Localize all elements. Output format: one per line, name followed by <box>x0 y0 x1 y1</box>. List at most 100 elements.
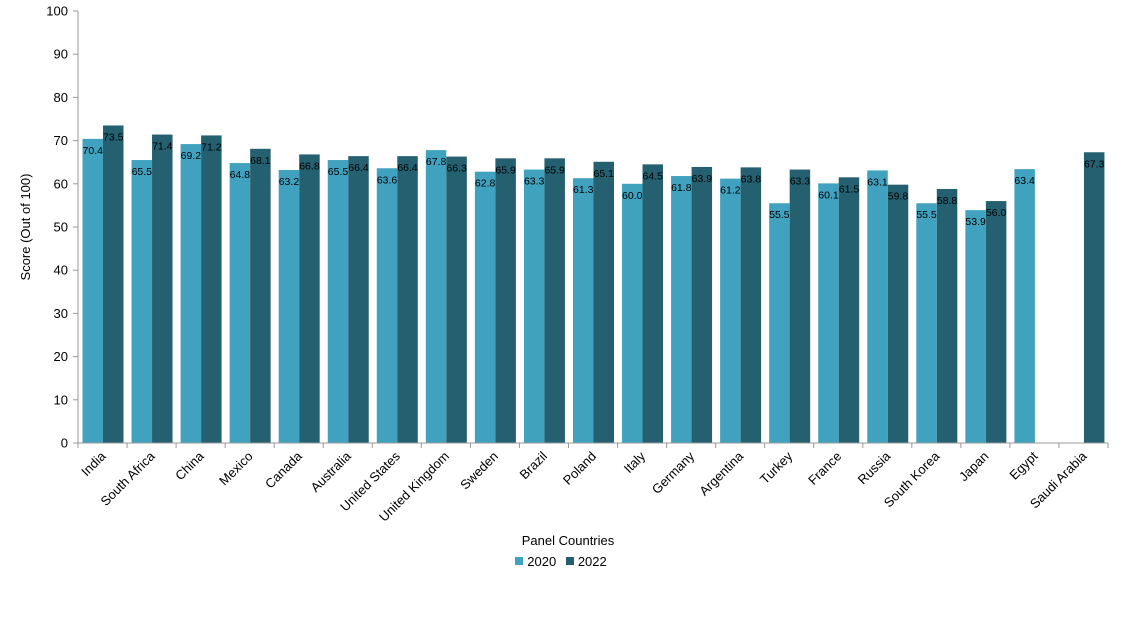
data-label-canada-2020: 63.2 <box>279 176 300 188</box>
data-label-mexico-2020: 64.8 <box>230 169 251 181</box>
x-tick-label-china: China <box>172 448 207 483</box>
data-label-france-2020: 60.1 <box>818 189 839 201</box>
y-tick-label-50: 50 <box>54 220 68 235</box>
bar-egypt-2020 <box>1014 169 1035 444</box>
x-tick-label-south-africa: South Africa <box>98 448 159 509</box>
bar-india-2022 <box>103 125 124 443</box>
legend-swatch-2020 <box>515 557 524 565</box>
y-tick-label-60: 60 <box>54 176 68 191</box>
data-label-brazil-2022: 65.9 <box>544 164 565 176</box>
bar-south-korea-2022 <box>936 188 958 443</box>
data-label-russia-2022: 59.8 <box>888 191 909 203</box>
bar-poland-2020 <box>572 178 594 443</box>
data-label-mexico-2022: 68.1 <box>250 155 271 167</box>
data-label-italy-2022: 64.5 <box>643 170 664 182</box>
data-label-saudi-arabia-2022: 67.3 <box>1084 158 1105 170</box>
bar-india-2020 <box>82 138 103 443</box>
data-label-south-korea-2022: 58.8 <box>937 195 958 207</box>
bar-sweden-2022 <box>495 158 516 443</box>
bar-south-korea-2020 <box>916 203 937 443</box>
x-tick-label-canada: Canada <box>262 448 305 491</box>
data-label-south-korea-2020: 55.5 <box>916 209 937 221</box>
data-label-india-2020: 70.4 <box>83 145 104 157</box>
y-tick-label-90: 90 <box>54 47 68 62</box>
bar-united-states-2022 <box>397 156 418 443</box>
data-label-brazil-2020: 63.3 <box>524 176 545 188</box>
x-tick-label-france: France <box>805 449 844 488</box>
x-tick-label-italy: Italy <box>621 448 649 476</box>
x-tick-label-australia: Australia <box>308 448 355 495</box>
data-label-turkey-2022: 63.3 <box>790 176 811 188</box>
bar-japan-2022 <box>985 201 1007 443</box>
data-label-japan-2020: 53.9 <box>965 216 986 228</box>
bar-canada-2020 <box>278 169 300 444</box>
data-label-china-2020: 69.2 <box>181 150 202 162</box>
bar-canada-2022 <box>299 154 320 444</box>
bar-saudi-arabia-2022 <box>1083 152 1105 443</box>
data-label-south-africa-2022: 71.4 <box>152 141 173 153</box>
x-tick-label-india: India <box>78 448 109 479</box>
y-axis-ticks: 0 10 20 30 40 50 60 70 80 90 100 <box>46 4 78 451</box>
legend-label-2022: 2022 <box>577 553 607 569</box>
data-label-united-states-2022: 66.4 <box>397 162 418 174</box>
x-tick-label-russia: Russia <box>855 448 894 487</box>
bar-argentina-2022 <box>740 167 762 443</box>
data-label-argentina-2022: 63.8 <box>741 173 762 185</box>
bar-germany-2020 <box>671 176 692 443</box>
x-tick-label-egypt: Egypt <box>1006 448 1040 482</box>
data-label-egypt-2020: 63.4 <box>1014 175 1035 187</box>
x-tick-label-sweden: Sweden <box>457 449 501 493</box>
bar-italy-2022 <box>642 164 664 444</box>
data-labels: 70.4 65.5 69.2 64.8 63.2 65.5 63.6 67.8 62.8 63.3… <box>83 131 1105 228</box>
x-tick-label-turkey: Turkey <box>757 448 796 487</box>
bar-china-2022 <box>201 135 222 444</box>
data-label-germany-2020: 61.8 <box>671 182 692 194</box>
data-label-argentina-2020: 61.2 <box>720 185 741 197</box>
bar-france-2022 <box>838 177 860 443</box>
bar-mexico-2020 <box>229 163 251 443</box>
x-tick-label-mexico: Mexico <box>216 449 256 489</box>
y-tick-label-70: 70 <box>54 133 68 148</box>
data-label-sweden-2020: 62.8 <box>475 178 496 190</box>
bar-turkey-2020 <box>769 203 790 443</box>
x-tick-label-brazil: Brazil <box>516 448 550 482</box>
bars <box>82 125 1105 444</box>
bar-united-states-2020 <box>376 168 398 443</box>
bar-germany-2022 <box>691 166 713 443</box>
data-label-canada-2022: 66.8 <box>299 160 320 172</box>
y-tick-label-80: 80 <box>54 90 68 105</box>
x-axis-title: Panel Countries <box>522 533 615 548</box>
bar-turkey-2022 <box>789 169 811 444</box>
x-tick-label-argentina: Argentina <box>696 448 747 499</box>
bar-argentina-2020 <box>720 178 741 443</box>
bar-mexico-2022 <box>250 148 271 443</box>
legend-item-2020: 2020 <box>515 554 556 569</box>
legend-item-2022: 2022 <box>565 553 607 569</box>
y-tick-label-20: 20 <box>54 349 68 364</box>
data-label-china-2022: 71.2 <box>201 141 222 153</box>
bar-china-2020 <box>180 144 202 443</box>
data-label-australia-2022: 66.4 <box>348 162 369 174</box>
bar-south-africa-2022 <box>152 134 173 444</box>
legend-label-2020: 2020 <box>527 553 557 569</box>
bar-france-2020 <box>818 183 839 443</box>
data-label-russia-2020: 63.1 <box>867 176 888 188</box>
bar-poland-2022 <box>593 161 614 443</box>
legend-swatch-2022 <box>565 557 574 565</box>
data-label-sweden-2022: 65.9 <box>495 164 516 176</box>
bar-brazil-2022 <box>544 158 565 443</box>
y-tick-label-30: 30 <box>54 306 68 321</box>
bar-australia-2020 <box>327 160 349 444</box>
x-tick-label-poland: Poland <box>560 449 599 488</box>
bar-russia-2022 <box>887 184 909 443</box>
bar-south-africa-2020 <box>131 160 153 444</box>
axes <box>77 11 1109 448</box>
legend: 2020 2022 <box>0 553 1122 569</box>
bar-japan-2020 <box>965 210 986 443</box>
data-label-poland-2022: 65.1 <box>594 168 615 180</box>
data-label-france-2022: 61.5 <box>839 183 860 195</box>
data-label-united-kingdom-2020: 67.8 <box>426 156 447 168</box>
data-label-japan-2022: 56.0 <box>986 207 1007 219</box>
data-label-italy-2020: 60.0 <box>622 190 643 202</box>
